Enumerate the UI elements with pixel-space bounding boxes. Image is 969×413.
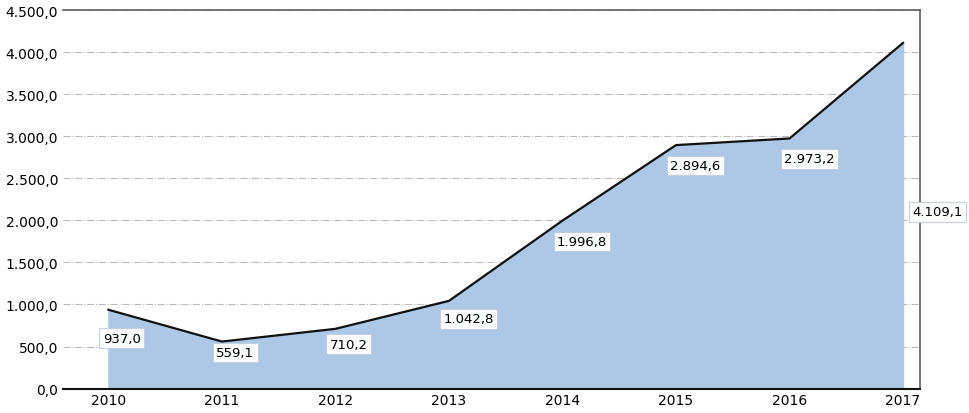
Text: 2.894,6: 2.894,6: [671, 160, 721, 173]
Text: 4.109,1: 4.109,1: [912, 206, 962, 219]
Text: 937,0: 937,0: [103, 332, 141, 345]
Text: 1.042,8: 1.042,8: [443, 313, 493, 325]
Text: 2.973,2: 2.973,2: [784, 153, 834, 166]
Text: 1.996,8: 1.996,8: [557, 235, 607, 248]
Text: 710,2: 710,2: [329, 338, 368, 351]
Text: 559,1: 559,1: [216, 346, 254, 359]
